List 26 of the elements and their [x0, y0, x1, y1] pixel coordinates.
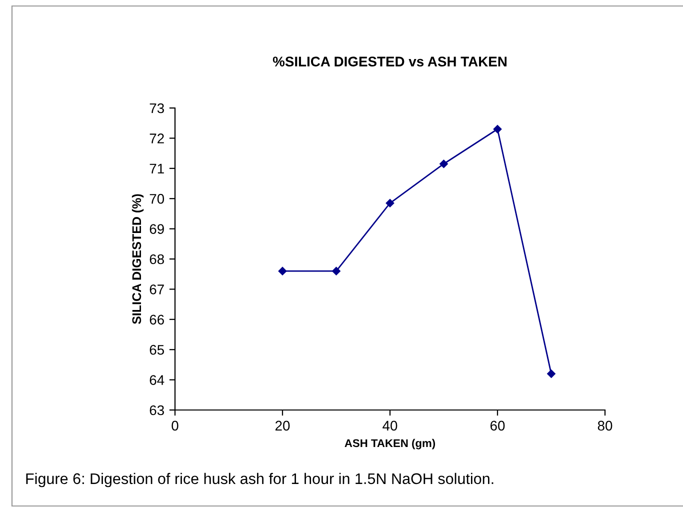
- y-tick-label: 68: [150, 254, 164, 264]
- y-tick-label: 70: [150, 194, 164, 204]
- y-tick-label: 65: [150, 344, 164, 355]
- y-tick-label: 67: [150, 284, 164, 294]
- y-tick-label: 72: [150, 134, 164, 144]
- y-tick-label: 73: [150, 103, 164, 114]
- y-tick-label: 69: [150, 224, 164, 234]
- chart-title: %SILICA DIGESTED vs ASH TAKEN: [272, 56, 506, 66]
- point: [440, 160, 448, 168]
- x-tick-label: 0: [172, 420, 178, 431]
- x-tick-label: 80: [598, 420, 612, 431]
- caption: Figure 6: Digestion of rice husk ash for 1 hour in 1.5N NaOH solution.: [26, 472, 494, 488]
- y-tick-label: 64: [150, 375, 164, 385]
- x-tick-label: 40: [382, 420, 398, 431]
- point: [386, 199, 394, 208]
- y-tick-label: 71: [150, 164, 164, 174]
- point: [547, 370, 556, 378]
- y-axis-title: SILICA DIGESTED (%): [132, 194, 144, 324]
- point: [493, 125, 502, 134]
- point: [278, 266, 287, 276]
- y-tick-label: 63: [150, 405, 164, 416]
- x-tick-label: 60: [490, 420, 505, 431]
- x-axis-title: ASH TAKEN (gm): [344, 438, 436, 450]
- x-tick-label: 20: [275, 420, 290, 431]
- point: [332, 266, 340, 276]
- y-tick-label: 66: [150, 314, 164, 325]
